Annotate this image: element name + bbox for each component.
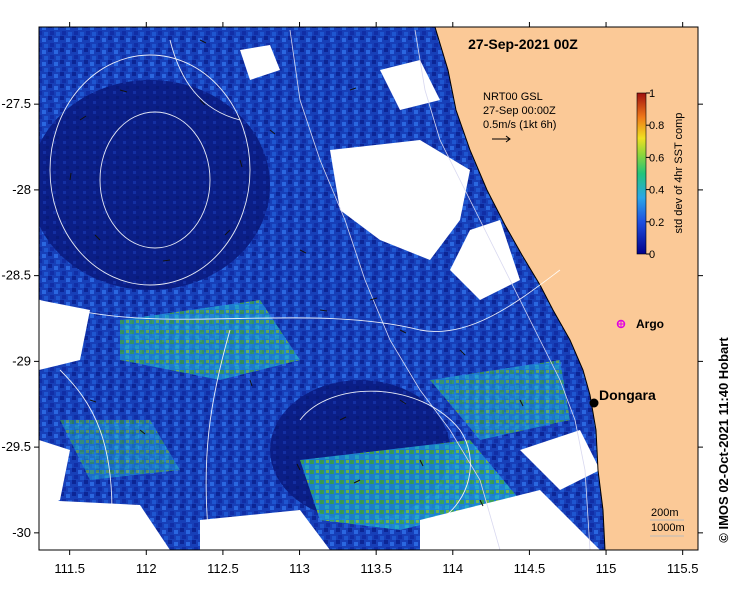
current-legend-line3: 0.5m/s (1kt 6h) bbox=[483, 119, 556, 131]
depth-1000m-label: 1000m bbox=[651, 522, 685, 534]
colorbar-tick-label: 1 bbox=[649, 88, 655, 100]
x-tick-label: 112 bbox=[136, 561, 157, 576]
colorbar-tick-label: 0.4 bbox=[649, 185, 664, 197]
high-variability-patch bbox=[120, 300, 300, 380]
map-plot-area bbox=[39, 27, 698, 550]
high-variability-patch bbox=[430, 360, 570, 440]
x-tick-label: 112.5 bbox=[207, 561, 239, 576]
x-tick-label: 114.5 bbox=[514, 561, 546, 576]
high-variability-patch bbox=[60, 420, 180, 480]
x-tick-label: 113 bbox=[289, 561, 310, 576]
colorbar-tick-label: 0.6 bbox=[649, 152, 664, 164]
x-tick-label: 111.5 bbox=[54, 561, 85, 576]
y-tick-label: -30 bbox=[12, 525, 31, 540]
y-tick-label: -27.5 bbox=[1, 96, 31, 111]
bathymetry-contours bbox=[289, 29, 591, 550]
high-variability-patch bbox=[300, 440, 520, 530]
eddy-core bbox=[39, 80, 270, 290]
x-tick-label: 115.5 bbox=[667, 561, 699, 576]
current-legend-line2: 27-Sep 00:00Z bbox=[483, 105, 556, 117]
colorbar-tick-label: 0.8 bbox=[649, 120, 664, 132]
y-tick-label: -29 bbox=[12, 353, 31, 368]
dongara-marker bbox=[589, 398, 599, 408]
depth-200m-label: 200m bbox=[651, 507, 679, 519]
current-legend-line1: NRT00 GSL bbox=[483, 91, 543, 103]
argo-label: Argo bbox=[636, 317, 664, 331]
y-tick-label: -28.5 bbox=[1, 268, 31, 283]
x-axis: 111.5 112 112.5 113 113.5 114 114.5 115 115.5 bbox=[54, 22, 698, 576]
dongara-label: Dongara bbox=[599, 387, 656, 403]
colorbar-ticks: 1 0.8 0.6 0.4 0.2 0 bbox=[646, 88, 664, 261]
x-tick-label: 115 bbox=[596, 561, 617, 576]
x-tick-label: 114 bbox=[442, 561, 463, 576]
credit-text: © IMOS 02-Oct-2021 11:40 Hobart bbox=[716, 337, 731, 543]
plot-frame bbox=[38, 26, 699, 551]
y-tick-label: -29.5 bbox=[1, 439, 31, 454]
x-tick-label: 113.5 bbox=[360, 561, 392, 576]
current-scale-arrow bbox=[492, 135, 511, 143]
colorbar-tick-label: 0 bbox=[649, 249, 655, 261]
colorbar-tick-label: 0.2 bbox=[649, 217, 664, 229]
argo-float: Argo bbox=[616, 317, 664, 331]
colorbar-label: std dev of 4hr SST comp bbox=[673, 113, 685, 234]
sea-level-contours bbox=[39, 39, 561, 550]
velocity-vectors bbox=[69, 39, 524, 507]
y-tick-label: -28 bbox=[12, 182, 31, 197]
colorbar-ramp bbox=[636, 92, 647, 255]
land-mass bbox=[435, 27, 698, 550]
dongara-location: Dongara bbox=[589, 387, 656, 408]
coastline bbox=[434, 27, 606, 550]
y-axis: -27.5 -28 -28.5 -29 -29.5 -30 bbox=[1, 96, 703, 540]
colorbar: 1 0.8 0.6 0.4 0.2 0 std dev of 4hr SST comp bbox=[636, 88, 685, 261]
map-title: 27-Sep-2021 00Z bbox=[468, 36, 578, 52]
